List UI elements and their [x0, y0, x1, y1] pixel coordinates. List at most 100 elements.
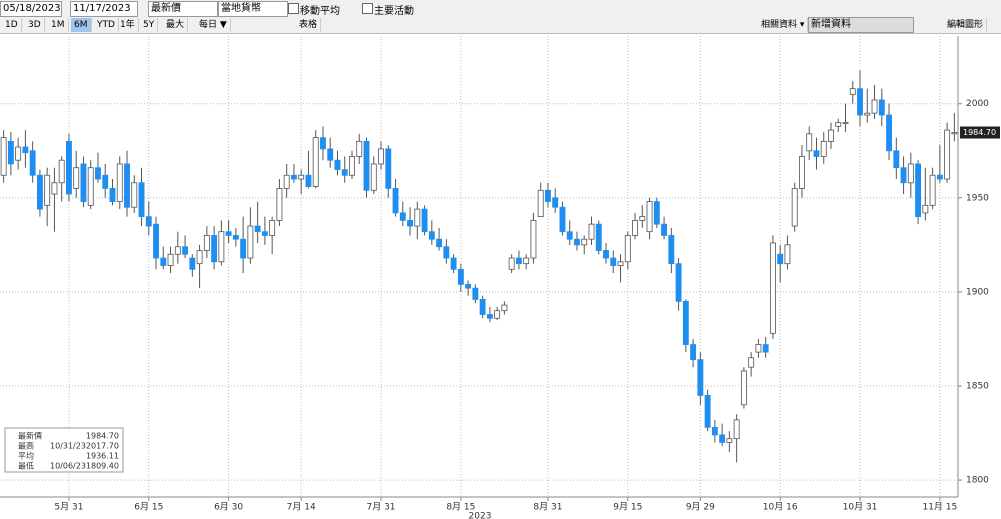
candle-body: [131, 182, 138, 208]
candle-body: [784, 244, 791, 265]
candle-body: [66, 140, 72, 195]
candle-body: [704, 394, 711, 428]
candle-body: [58, 159, 65, 184]
range-button[interactable]: 5Y: [140, 18, 159, 32]
candle-body: [552, 197, 559, 208]
candle-body: [907, 163, 914, 184]
candle-body: [465, 283, 472, 289]
candle-body: [944, 129, 951, 180]
candle-body: [719, 434, 726, 443]
candle-body: [791, 188, 798, 227]
candle-body: [900, 167, 907, 184]
candle-body: [196, 250, 203, 265]
candle-body: [603, 250, 609, 259]
candle-body: [327, 148, 334, 161]
legend-value: 1984.70: [86, 432, 119, 441]
checkbox[interactable]: [288, 3, 299, 14]
related-button[interactable]: 相關資料 ▾: [758, 18, 809, 32]
candle-body: [740, 370, 747, 406]
price-field[interactable]: 最新價: [148, 1, 218, 17]
candle-body: [530, 219, 537, 259]
range-button[interactable]: 3D: [25, 18, 45, 32]
candle-body: [138, 182, 145, 218]
candle-body: [936, 174, 943, 180]
candle-body: [864, 112, 871, 116]
legend-value: 1809.40: [86, 462, 119, 471]
frequency[interactable]: 每日 ▼: [196, 18, 231, 32]
candle-body: [167, 253, 174, 266]
candle-body: [755, 344, 762, 353]
range-button[interactable]: 最大: [163, 18, 189, 32]
range-button[interactable]: YTD: [94, 18, 119, 32]
candle-body: [886, 114, 892, 152]
add-data[interactable]: 新增資料: [808, 17, 914, 33]
edit-chart[interactable]: 編輯圖形: [944, 18, 988, 32]
key-events[interactable]: 主要活動: [374, 6, 414, 17]
y-tick-label: 1950: [966, 193, 989, 203]
end-date[interactable]: 11/17/2023: [70, 1, 138, 17]
x-tick-label: 10月 31: [843, 502, 878, 513]
candle-body: [15, 146, 22, 161]
candle-body: [574, 238, 580, 246]
candle-body: [124, 163, 130, 208]
candle-body: [653, 201, 660, 225]
range-button[interactable]: 1M: [48, 18, 69, 32]
x-tick-label: 6月 15: [134, 502, 163, 513]
candle-body: [182, 246, 189, 255]
candle-body: [109, 188, 116, 202]
candle-body: [515, 257, 522, 265]
candle-body: [595, 223, 602, 251]
candle-body: [697, 359, 704, 396]
table-button[interactable]: 表格: [296, 18, 322, 32]
legend-date: 10/31/23: [50, 442, 86, 451]
y-tick-label: 1850: [966, 381, 989, 391]
candle-body: [711, 426, 718, 436]
candle-body: [363, 140, 370, 191]
x-tick-label: 8月 15: [446, 502, 475, 513]
range-button[interactable]: 1年: [117, 18, 139, 32]
candle-body: [145, 216, 152, 227]
candle-body: [0, 137, 7, 176]
candle-body: [813, 150, 820, 157]
candle-body: [44, 174, 51, 206]
candle-body: [639, 216, 646, 221]
candle-body: [820, 140, 827, 157]
checkbox[interactable]: [362, 3, 373, 14]
candle-body: [537, 189, 544, 218]
chart: 1800 1850 1900 1950 2000 5月 31 6月 15 6月 30 7月 14…: [0, 36, 1000, 519]
candle-body: [486, 314, 493, 319]
candle-body: [929, 174, 936, 206]
candle-body: [501, 304, 508, 312]
candle-body: [769, 242, 776, 334]
candle-body: [878, 99, 885, 116]
candle-body: [835, 122, 842, 127]
candle-body: [385, 148, 392, 189]
candle-body: [36, 174, 43, 210]
start-date[interactable]: 05/18/2023: [0, 1, 62, 17]
candle-body: [668, 235, 675, 265]
candle-body: [675, 263, 682, 302]
candle-body: [951, 132, 958, 135]
currency[interactable]: 當地貨幣: [218, 1, 288, 17]
legend-value: 1936.11: [86, 452, 119, 461]
legend-name: 平均: [18, 451, 34, 461]
candle-body: [276, 188, 283, 221]
candle-body: [160, 257, 167, 266]
candle-body: [443, 246, 450, 259]
candle-body: [799, 156, 805, 189]
legend-value: 2017.70: [86, 442, 119, 451]
range-button[interactable]: 6M: [71, 18, 92, 32]
legend-name: 最高: [18, 441, 34, 451]
candle-body: [254, 225, 261, 233]
range-button[interactable]: 1D: [2, 18, 22, 32]
candle-body: [849, 88, 856, 95]
last-price-tag: [960, 126, 1000, 139]
candle-body: [269, 219, 276, 236]
candle-body: [733, 419, 740, 440]
candle-body: [690, 344, 697, 361]
candle-body: [545, 189, 551, 202]
moving-average[interactable]: 移動平均: [300, 6, 340, 17]
candle-body: [450, 257, 457, 270]
candle-body: [559, 206, 566, 233]
